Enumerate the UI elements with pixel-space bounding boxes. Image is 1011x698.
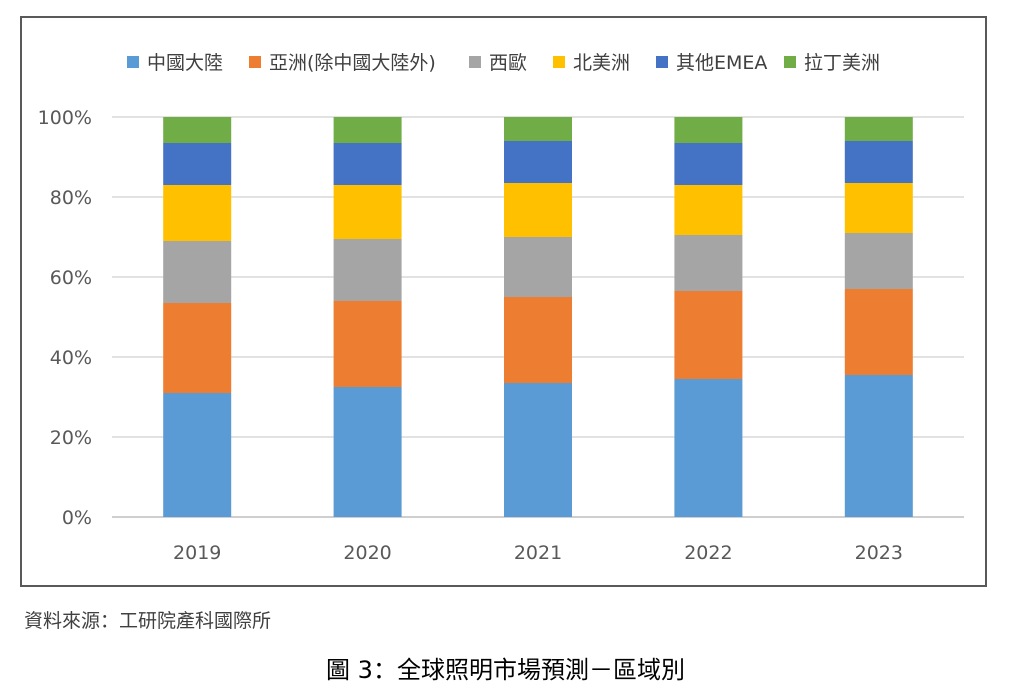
legend-label: 中國大陸 (147, 52, 223, 74)
bar-segment (674, 291, 743, 379)
y-tick-label: 0% (62, 507, 92, 529)
bar-segment (674, 185, 743, 235)
x-tick-label: 2019 (173, 542, 221, 564)
bar-segment (844, 117, 913, 141)
bar-segment (163, 117, 232, 143)
bar-segment (163, 303, 232, 393)
bar-segment (504, 297, 572, 383)
chart-frame: 0% 20% 40% 60% 80% 100% 2019 2020 2021 2022 2023 中國… (20, 16, 987, 587)
source-note: 資料來源：工研院產科國際所 (24, 610, 272, 632)
legend-marker (656, 56, 668, 68)
x-tick-label: 2021 (514, 542, 562, 564)
bar-segment (674, 379, 743, 517)
bar-segment (333, 239, 402, 301)
x-tick-label: 2020 (343, 542, 391, 564)
bar-segment (333, 387, 402, 517)
bar-segment (504, 141, 572, 183)
bar-segment (333, 301, 402, 387)
legend-marker (784, 56, 796, 68)
bar-segment (163, 143, 232, 185)
legend-label: 拉丁美洲 (804, 52, 880, 74)
stacked-bar-chart: 0% 20% 40% 60% 80% 100% 2019 2020 2021 2022 2023 中國… (38, 52, 964, 564)
legend-label: 亞洲(除中國大陸外) (269, 52, 436, 74)
bar-segment (844, 233, 913, 289)
y-tick-label: 40% (50, 347, 92, 369)
bar-segment (844, 375, 913, 517)
bar-segment (504, 117, 572, 141)
bar-segment (844, 183, 913, 233)
bar-segment (504, 383, 572, 517)
bar-segment (504, 237, 572, 297)
legend-label: 其他EMEA (676, 52, 767, 74)
bar-segment (504, 183, 572, 237)
bar-segment (163, 185, 232, 241)
y-tick-label: 80% (50, 187, 92, 209)
bar-segment (674, 235, 743, 291)
y-tick-label: 100% (38, 107, 92, 129)
bar-segment (844, 141, 913, 183)
bar-segment (333, 185, 402, 239)
y-tick-label: 60% (50, 267, 92, 289)
legend-marker (249, 56, 261, 68)
bar-segment (674, 143, 743, 185)
bar-segment (674, 117, 743, 143)
x-tick-label: 2023 (855, 542, 903, 564)
legend-marker (553, 56, 565, 68)
bar-segment (333, 143, 402, 185)
bar-segment (333, 117, 402, 143)
legend-marker (469, 56, 481, 68)
bar-segment (844, 289, 913, 375)
bar-segment (163, 241, 232, 303)
legend-label: 西歐 (489, 52, 527, 74)
figure-caption: 圖 3：全球照明市場預測－區域別 (326, 656, 685, 684)
bar-segment (163, 393, 232, 517)
x-tick-label: 2022 (684, 542, 732, 564)
y-tick-label: 20% (50, 427, 92, 449)
legend-label: 北美洲 (573, 52, 630, 74)
legend-marker (127, 56, 139, 68)
